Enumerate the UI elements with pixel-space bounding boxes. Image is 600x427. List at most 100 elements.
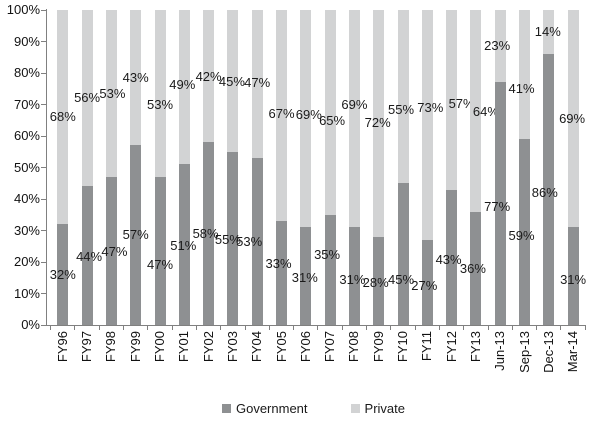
bar-government-segment — [519, 139, 530, 325]
bar-government-segment — [227, 151, 239, 325]
bar-label-private: 53% — [146, 97, 174, 113]
bar-label-government: 31% — [291, 270, 318, 286]
y-tick-label: 10% — [13, 285, 40, 301]
bar-label-private: 42% — [195, 69, 222, 85]
bar-government-segment — [421, 239, 433, 325]
bar-label-private: 73% — [417, 99, 444, 115]
x-tick — [390, 326, 392, 330]
bar-label-government: 51% — [170, 237, 197, 253]
bar-label-private: 14% — [534, 24, 561, 40]
bar-private-segment — [227, 10, 239, 152]
bar-label-government: 55% — [214, 232, 241, 248]
bar-private-segment — [81, 10, 93, 187]
x-tick — [123, 326, 125, 330]
private-swatch-icon — [350, 404, 360, 413]
x-axis-line — [46, 325, 586, 326]
y-tick — [41, 324, 46, 326]
bar-private-segment — [421, 10, 433, 240]
bar-government-segment — [348, 227, 360, 325]
y-tick — [41, 167, 46, 168]
bar-label-government: 33% — [265, 256, 292, 272]
bar-government-segment — [567, 227, 579, 325]
bar-label-private: 49% — [169, 77, 196, 93]
bar-private-segment — [470, 10, 482, 212]
bar-government-segment — [470, 211, 482, 325]
x-category-label: Mar-14 — [565, 331, 581, 373]
x-tick — [147, 326, 149, 330]
x-category-label: FY98 — [103, 331, 119, 363]
bar-private-segment — [324, 10, 336, 215]
y-tick — [41, 198, 46, 200]
x-tick — [341, 326, 343, 330]
x-category-label: FY10 — [395, 331, 410, 363]
bar-label-government: 35% — [314, 246, 341, 262]
bar-private-segment — [567, 10, 579, 228]
bar-label-government: 31% — [339, 272, 366, 288]
x-category-label: FY08 — [346, 331, 362, 363]
y-axis-line — [46, 9, 47, 326]
x-category-label: FY06 — [297, 331, 313, 363]
bar-government-segment — [105, 176, 117, 325]
x-tick — [50, 326, 52, 330]
x-category-label: FY09 — [370, 331, 386, 363]
bar-label-private: 45% — [218, 73, 245, 89]
bar-government-segment — [178, 164, 190, 325]
bar-label-private: 53% — [99, 86, 126, 102]
bar-government-segment — [324, 214, 336, 325]
bar-private-segment — [543, 10, 555, 55]
x-tick — [366, 326, 368, 330]
x-category-label: FY11 — [419, 331, 435, 362]
bar-label-private: 47% — [244, 75, 271, 91]
y-tick-label: 90% — [13, 33, 40, 49]
bar-government-segment — [81, 186, 93, 325]
bar-label-government: 45% — [387, 272, 415, 288]
bar-label-government: 47% — [146, 256, 174, 272]
bar-private-segment — [373, 10, 385, 237]
bar-government-segment — [57, 224, 69, 325]
x-tick — [487, 326, 489, 330]
y-tick-label: 20% — [13, 254, 40, 269]
y-tick-label: 80% — [13, 65, 40, 80]
bar-government-segment — [446, 189, 458, 325]
bar-government-segment — [276, 221, 287, 325]
bar-government-segment — [373, 236, 385, 325]
bar-label-private: 65% — [319, 113, 346, 129]
bar-private-segment — [57, 10, 69, 225]
y-tick-label: 60% — [13, 128, 40, 143]
bar-label-government: 28% — [362, 274, 389, 290]
bar-label-government: 77% — [484, 198, 511, 214]
bar-label-government: 31% — [560, 272, 587, 288]
x-tick — [220, 326, 222, 330]
legend-item-private: Private — [350, 401, 405, 416]
x-category-label: FY03 — [224, 331, 240, 363]
x-tick — [438, 326, 440, 330]
x-category-label: Dec-13 — [540, 331, 556, 373]
x-category-label: FY97 — [79, 331, 95, 363]
bar-label-private: 41% — [508, 80, 535, 96]
bar-label-government: 59% — [508, 228, 535, 244]
bar-label-government: 58% — [192, 225, 219, 241]
bar-government-segment — [300, 227, 312, 325]
x-tick — [293, 326, 295, 330]
bar-private-segment — [519, 10, 530, 140]
y-tick — [41, 9, 46, 11]
x-category-label: FY12 — [443, 331, 459, 363]
bar-private-segment — [300, 10, 312, 228]
y-tick — [41, 135, 46, 137]
bar-government-segment — [251, 158, 263, 325]
bar-label-private: 69% — [341, 96, 368, 112]
bar-label-private: 68% — [49, 109, 76, 125]
x-tick — [584, 326, 586, 330]
x-tick — [195, 326, 197, 330]
x-category-label: FY99 — [127, 331, 143, 363]
bar-private-segment — [105, 10, 117, 177]
bar-private-segment — [203, 10, 215, 143]
x-tick — [171, 326, 173, 330]
bar-private-segment — [397, 10, 409, 184]
y-tick-label: 30% — [13, 222, 40, 238]
bar-label-private: 69% — [559, 110, 586, 126]
y-tick — [41, 41, 46, 42]
x-category-label: FY07 — [322, 331, 338, 363]
bar-label-private: 56% — [74, 90, 101, 106]
